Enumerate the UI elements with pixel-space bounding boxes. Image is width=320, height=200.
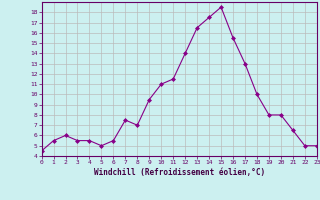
X-axis label: Windchill (Refroidissement éolien,°C): Windchill (Refroidissement éolien,°C) (94, 168, 265, 177)
